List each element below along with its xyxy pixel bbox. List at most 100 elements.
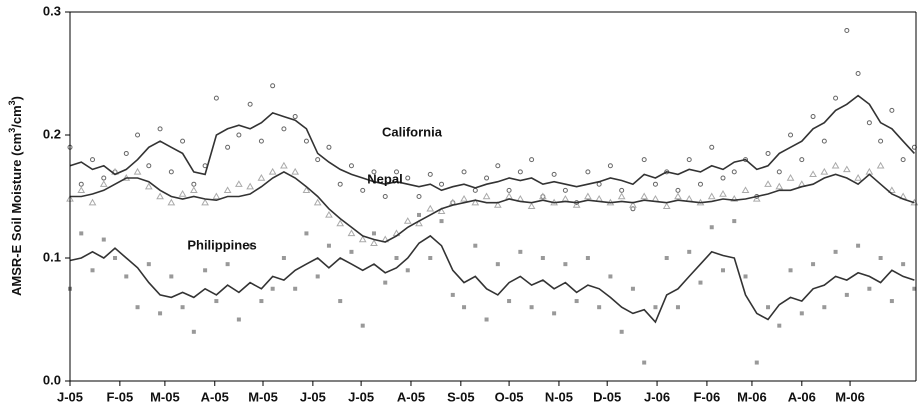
point [495, 262, 500, 267]
point [888, 186, 896, 194]
point [640, 192, 649, 200]
point [619, 187, 625, 193]
point [697, 181, 703, 187]
point [833, 95, 839, 101]
point [225, 144, 231, 150]
point [280, 161, 288, 169]
point [135, 132, 141, 138]
point [619, 329, 624, 334]
point [652, 181, 658, 187]
point [439, 219, 444, 224]
point [371, 169, 377, 175]
point [833, 249, 838, 254]
point [562, 187, 568, 193]
point [765, 150, 771, 156]
point [674, 192, 682, 200]
point [844, 292, 849, 297]
point [201, 198, 209, 206]
point [597, 305, 602, 310]
point [752, 194, 761, 202]
point [866, 120, 872, 126]
point [865, 167, 874, 175]
point [315, 157, 321, 163]
x-tick-label: J-05 [348, 389, 374, 404]
x-tick-label: D-05 [593, 389, 621, 404]
point [484, 175, 490, 181]
point [225, 262, 230, 267]
point [889, 107, 895, 113]
point [394, 256, 399, 260]
point [336, 219, 345, 227]
point [156, 192, 164, 200]
point [462, 305, 467, 310]
point [889, 299, 894, 304]
point [257, 174, 266, 181]
point [574, 299, 579, 304]
y-title-sup: 3 [7, 128, 17, 133]
point [383, 280, 388, 285]
point [358, 235, 367, 243]
point [326, 144, 332, 150]
point [788, 268, 793, 273]
point [416, 194, 422, 199]
point [484, 317, 489, 322]
y-title-part: ) [9, 96, 24, 100]
point [303, 138, 309, 144]
point [144, 182, 153, 190]
point [799, 311, 804, 316]
y-title-part: /cm [9, 105, 24, 127]
point [799, 157, 805, 163]
point [403, 217, 412, 224]
point [563, 262, 568, 267]
x-tick-label: J-05 [57, 389, 83, 404]
x-tick-label: M-06 [737, 389, 767, 404]
point [281, 256, 286, 260]
x-tick-label: N-05 [545, 389, 573, 404]
point [79, 231, 84, 236]
point [686, 157, 692, 163]
point [259, 299, 264, 304]
x-tick-label: A-05 [397, 389, 425, 404]
point [854, 174, 862, 181]
point [707, 192, 716, 200]
point [754, 360, 759, 365]
y-title-part: AMSR-E Soil Moisture (cm [9, 133, 24, 296]
point [844, 27, 850, 33]
point [687, 249, 692, 254]
y-tick-label: 0.0 [43, 372, 61, 387]
point [617, 192, 626, 200]
point [213, 95, 219, 101]
point [90, 157, 96, 163]
point [189, 186, 198, 194]
point [867, 286, 872, 291]
x-tick-label: M-06 [835, 389, 865, 404]
point [417, 212, 422, 217]
point [347, 229, 356, 237]
series-line [70, 170, 915, 243]
point [349, 249, 354, 254]
point [607, 163, 613, 169]
point [191, 329, 196, 334]
point [584, 192, 592, 200]
point [653, 305, 658, 310]
point [529, 305, 534, 310]
x-tick-label: O-05 [495, 389, 524, 404]
point [482, 192, 491, 200]
point [842, 165, 851, 173]
point [776, 169, 782, 175]
point [180, 305, 185, 310]
point [405, 175, 411, 181]
point [157, 126, 163, 132]
x-tick-label: M-05 [150, 389, 180, 404]
series-label: California [382, 124, 443, 139]
point [146, 163, 152, 169]
point [731, 169, 737, 175]
point [810, 114, 816, 120]
point [506, 187, 512, 193]
point [133, 167, 142, 175]
point [258, 138, 264, 144]
point [370, 239, 378, 246]
point [236, 317, 241, 322]
